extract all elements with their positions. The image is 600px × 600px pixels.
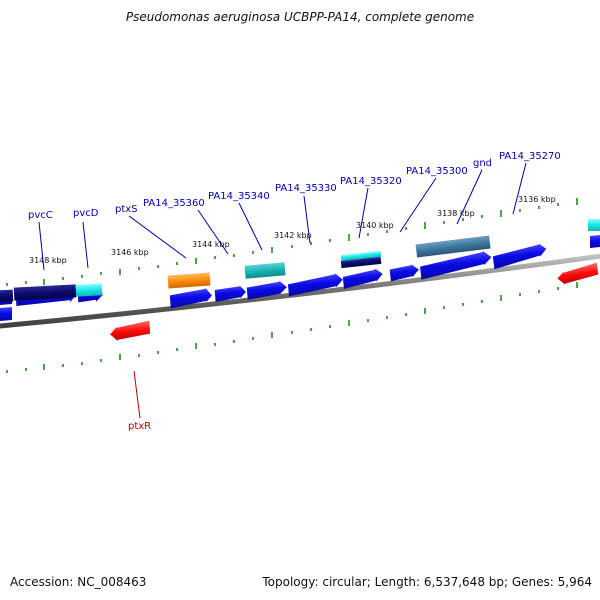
scale-label: 3138 kbp [437,209,475,218]
cds-arrow [389,264,419,282]
cyan-feature [588,219,600,231]
scale-label: 3142 kbp [274,231,312,240]
cds-arrow [420,251,492,280]
feature-row-outer [0,219,600,303]
gene-label: PA14_35270 [499,151,561,162]
scale-label: 3148 kbp [29,256,67,265]
forward-strand-genes [0,235,600,309]
navy-feature [13,284,77,301]
gene-labels: pvcC pvcD ptxS PA14_35360 PA14_35340 PA1… [28,151,561,432]
scale-labels: 3148 kbp 3146 kbp 3144 kbp 3142 kbp 3140… [29,195,556,265]
scale-label: 3146 kbp [111,248,149,257]
ptxR-callout-line [133,370,141,419]
cds-arrow [590,235,600,248]
navy-feature [340,256,382,269]
gene-label: pvcC [28,210,53,221]
orange-feature [167,272,211,289]
gene-label: PA14_35330 [275,183,337,194]
cds-arrow [287,273,343,297]
gene-label-lines [38,162,527,271]
cds-arrow [169,287,212,309]
red-cds-arrow [557,262,599,285]
genome-title: Pseudomonas aeruginosa UCBPP-PA14, compl… [125,10,475,24]
gene-label: ptxR [128,421,151,432]
gene-label: PA14_35340 [208,191,270,202]
steel-feature [415,235,491,258]
cds-arrow [342,268,383,289]
scale-label: 3140 kbp [356,221,394,230]
scale-label: 3144 kbp [192,240,230,249]
cds-arrow [492,243,547,270]
gene-label: ptxS [115,204,138,215]
red-cds-arrow [110,320,151,341]
lower-tick-row [6,282,578,373]
gene-label: PA14_35300 [406,166,468,177]
gene-label: pvcD [73,208,99,219]
gene-label: PA14_35360 [143,198,205,209]
cds-arrow [0,307,12,321]
teal-feature [244,262,286,279]
upper-tick-row [6,198,578,286]
scale-label: 3136 kbp [518,195,556,204]
navy-feature [0,289,14,303]
genome-backbone [0,253,600,329]
cyan-feature [75,283,103,297]
accession-text: Accession: NC_008463 [10,575,147,589]
reverse-strand-genes [0,262,599,341]
gene-label: PA14_35320 [340,176,402,187]
cds-arrow [246,280,287,300]
gene-label: gnd [473,158,492,169]
genome-summary-text: Topology: circular; Length: 6,537,648 bp… [262,575,592,589]
cyan-feature [340,250,382,262]
cds-arrow [214,285,246,303]
